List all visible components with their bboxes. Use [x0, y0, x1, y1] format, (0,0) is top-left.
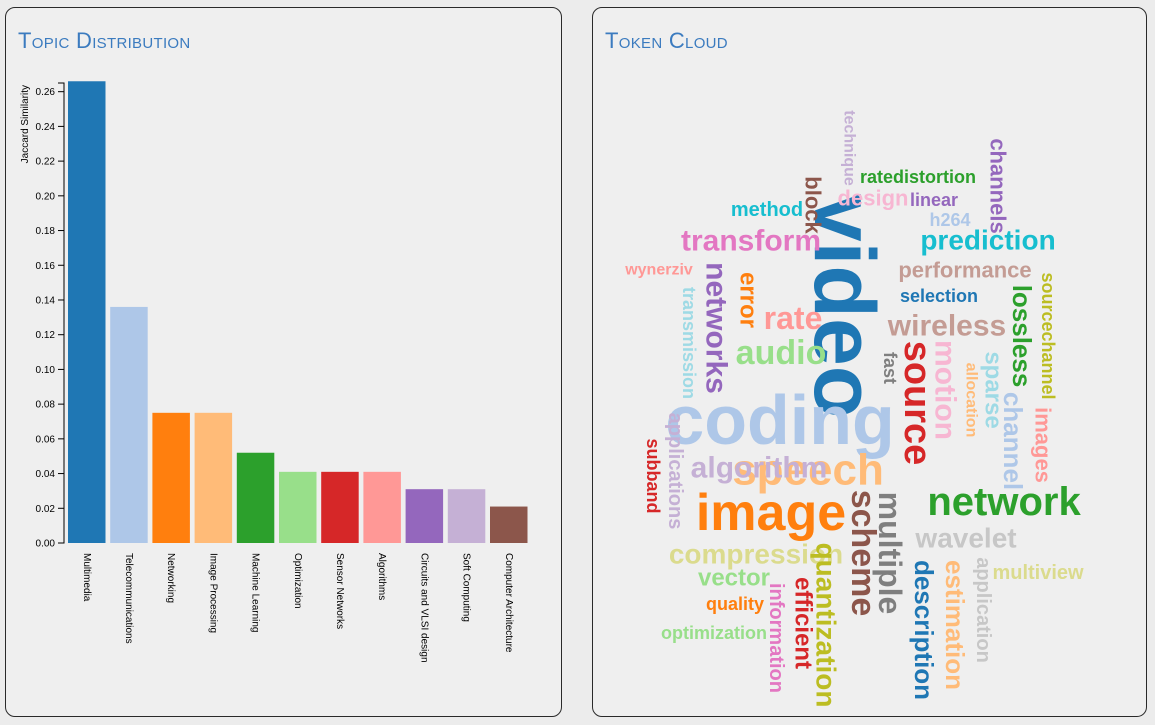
y-tick-label: 0.20: [36, 191, 56, 202]
cloud-word: scheme: [844, 490, 882, 617]
cloud-word: network: [927, 480, 1081, 524]
bar: [490, 506, 528, 543]
cloud-word: transmission: [679, 287, 699, 399]
cloud-word: wynerziv: [624, 262, 693, 279]
cloud-word: quality: [706, 594, 764, 614]
y-axis: 0.00 0.02 0.04 0.06 0.08 0.10 0.12 0.14 0.16 0.18…: [20, 82, 65, 550]
cloud-word: source: [896, 341, 938, 466]
cloud-word: image: [696, 484, 846, 542]
x-tick-label: Image Processing: [207, 553, 218, 633]
y-tick-label: 0.26: [36, 87, 56, 98]
cloud-word: channel: [998, 392, 1028, 490]
y-tick-label: 0.24: [36, 122, 56, 133]
token-cloud-title: Token Cloud: [605, 28, 728, 53]
cloud-word: sourcechannel: [1038, 272, 1058, 399]
cloud-word: ratedistortion: [860, 167, 976, 187]
cloud-word: video: [796, 194, 892, 419]
x-tick-label: Circuits and VLSI design: [418, 553, 429, 663]
x-tick-label: Computer Architecture: [503, 553, 514, 653]
y-tick-label: 0.10: [36, 365, 56, 376]
bar: [447, 489, 486, 543]
bar: [405, 489, 444, 543]
x-tick-label: Sensor Networks: [334, 553, 345, 629]
cloud-word: algorithm: [691, 452, 828, 485]
topic-distribution-title: Topic Distribution: [18, 28, 191, 53]
cloud-word: h264: [929, 210, 970, 230]
x-tick-label: Machine Learning: [250, 553, 261, 633]
cloud-word: allocation: [963, 363, 980, 438]
y-tick-label: 0.06: [36, 434, 56, 445]
cloud-word: block: [801, 176, 826, 234]
bar: [194, 412, 233, 543]
cloud-word: compression: [669, 539, 843, 570]
bar: [321, 471, 359, 543]
cloud-word: motion: [929, 340, 962, 440]
topic-distribution-panel: Topic Distribution 0.00 0.02 0.04 0.06 0.08 0…: [5, 7, 562, 717]
x-tick-label: Telecommunications: [123, 553, 134, 644]
bar: [68, 81, 106, 543]
y-tick-label: 0.02: [36, 504, 56, 515]
cloud-word: technique: [841, 110, 858, 186]
bar: [152, 412, 190, 543]
x-tick-label: Networking: [165, 553, 176, 603]
cloud-word: networks: [700, 262, 733, 394]
y-tick-label: 0.00: [36, 539, 56, 550]
cloud-word: selection: [900, 286, 978, 306]
y-tick-label: 0.18: [36, 226, 56, 237]
bar: [363, 471, 401, 543]
cloud-word: sparse: [980, 351, 1007, 428]
cloud-word: wireless: [887, 310, 1006, 343]
y-tick-label: 0.16: [36, 261, 56, 272]
cloud-word: images: [1031, 407, 1056, 483]
cloud-word: speech: [732, 446, 884, 495]
bar: [236, 452, 275, 543]
bar: [279, 471, 317, 543]
y-tick-label: 0.22: [36, 157, 56, 168]
cloud-word: performance: [898, 258, 1031, 283]
bar: [110, 306, 148, 543]
cloud-word: efficient: [790, 577, 817, 669]
topic-bar-chart: 0.00 0.02 0.04 0.06 0.08 0.10 0.12 0.14 0.16 0.18…: [20, 81, 528, 663]
bars: Multimedia Telecommunications Networking Im…: [68, 81, 528, 663]
y-axis-label: Jaccard Similarity: [20, 85, 31, 163]
cloud-word: multiview: [992, 562, 1084, 584]
cloud-word: subband: [643, 439, 663, 514]
cloud-word: method: [731, 199, 803, 221]
token-cloud-panel: Token Cloud video coding image speech networ…: [592, 7, 1147, 717]
x-tick-label: Soft Computing: [461, 553, 472, 622]
cloud-word: prediction: [920, 225, 1055, 256]
cloud-word: vector: [698, 565, 770, 592]
cloud-word: application: [972, 557, 994, 663]
cloud-word: lossless: [1007, 285, 1037, 388]
cloud-word: multiple: [872, 492, 908, 615]
cloud-word: description: [909, 560, 939, 700]
y-tick-label: 0.08: [36, 400, 56, 411]
cloud-word: information: [765, 583, 787, 693]
y-tick-label: 0.04: [36, 469, 56, 480]
cloud-word: coding: [665, 381, 894, 459]
cloud-word: channels: [986, 138, 1011, 233]
cloud-word: fast: [880, 352, 900, 384]
cloud-word: transform: [681, 225, 821, 258]
cloud-word: wavelet: [914, 523, 1016, 554]
cloud-word: rate: [764, 300, 823, 336]
cloud-word: optimization: [661, 623, 767, 643]
y-tick-label: 0.14: [36, 295, 56, 306]
cloud-word: estimation: [940, 560, 970, 690]
cloud-word: audio: [736, 334, 827, 372]
x-tick-label: Multimedia: [81, 553, 92, 602]
cloud-word: linear: [910, 190, 958, 210]
x-tick-label: Algorithms: [376, 553, 387, 600]
y-tick-label: 0.12: [36, 330, 56, 341]
cloud-word: design: [838, 186, 909, 211]
cloud-word: applications: [664, 413, 686, 530]
cloud-word: error: [735, 272, 762, 328]
cloud-word: quantization: [811, 543, 842, 708]
x-tick-label: Optimization: [292, 553, 303, 609]
